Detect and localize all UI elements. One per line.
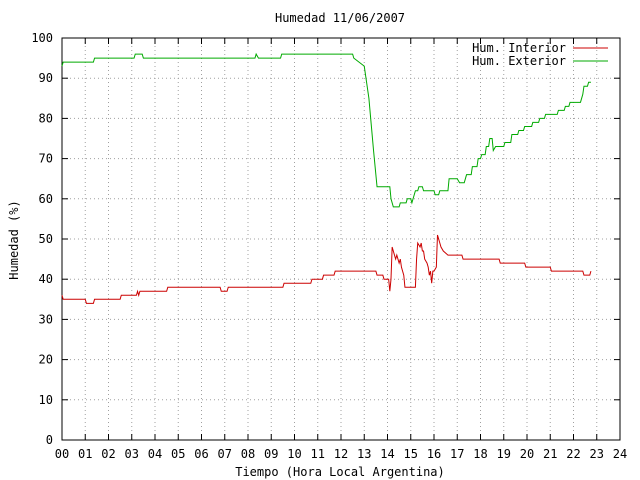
x-tick-label: 00 [55, 447, 69, 461]
x-tick-label: 15 [404, 447, 418, 461]
y-tick-label: 100 [31, 31, 53, 45]
x-tick-label: 18 [473, 447, 487, 461]
x-tick-label: 02 [101, 447, 115, 461]
x-tick-label: 04 [148, 447, 162, 461]
x-tick-label: 13 [357, 447, 371, 461]
x-tick-label: 19 [497, 447, 511, 461]
x-tick-label: 09 [264, 447, 278, 461]
x-tick-label: 16 [427, 447, 441, 461]
y-tick-label: 90 [39, 71, 53, 85]
x-tick-label: 11 [311, 447, 325, 461]
y-tick-label: 60 [39, 192, 53, 206]
x-tick-label: 12 [334, 447, 348, 461]
y-tick-label: 10 [39, 393, 53, 407]
y-tick-label: 70 [39, 152, 53, 166]
series-layer [61, 52, 592, 304]
x-tick-label: 17 [450, 447, 464, 461]
series-line-hum-exterior [61, 52, 591, 208]
x-tick-label: 03 [125, 447, 139, 461]
x-tick-label: 05 [171, 447, 185, 461]
y-axis-label: Humedad (%) [7, 200, 21, 279]
x-tick-label: 10 [287, 447, 301, 461]
y-tick-label: 50 [39, 232, 53, 246]
y-tick-label: 40 [39, 272, 53, 286]
x-tick-label: 21 [543, 447, 557, 461]
chart-title: Humedad 11/06/2007 [275, 11, 405, 25]
x-tick-label: 24 [613, 447, 627, 461]
legend-label-hum-exterior: Hum. Exterior [472, 54, 566, 68]
x-tick-label: 07 [218, 447, 232, 461]
x-tick-label: 20 [520, 447, 534, 461]
y-tick-label: 0 [46, 433, 53, 447]
x-axis-label: Tiempo (Hora Local Argentina) [235, 465, 445, 479]
y-tick-label: 20 [39, 353, 53, 367]
x-tick-label: 14 [380, 447, 394, 461]
y-tick-label: 80 [39, 111, 53, 125]
axis-ticks: 00 01 02 03 04 05 06 07 08 09 10 11 12 13 14 15 16 17 18 19… [31, 31, 627, 461]
x-tick-label: 06 [194, 447, 208, 461]
x-tick-label: 23 [590, 447, 604, 461]
grid-lines [62, 38, 620, 440]
legend-label-hum-interior: Hum. Interior [472, 41, 566, 55]
y-tick-label: 30 [39, 312, 53, 326]
x-tick-label: 08 [241, 447, 255, 461]
x-tick-label: 22 [566, 447, 580, 461]
x-tick-label: 01 [78, 447, 92, 461]
series-line-hum-interior [61, 234, 592, 304]
